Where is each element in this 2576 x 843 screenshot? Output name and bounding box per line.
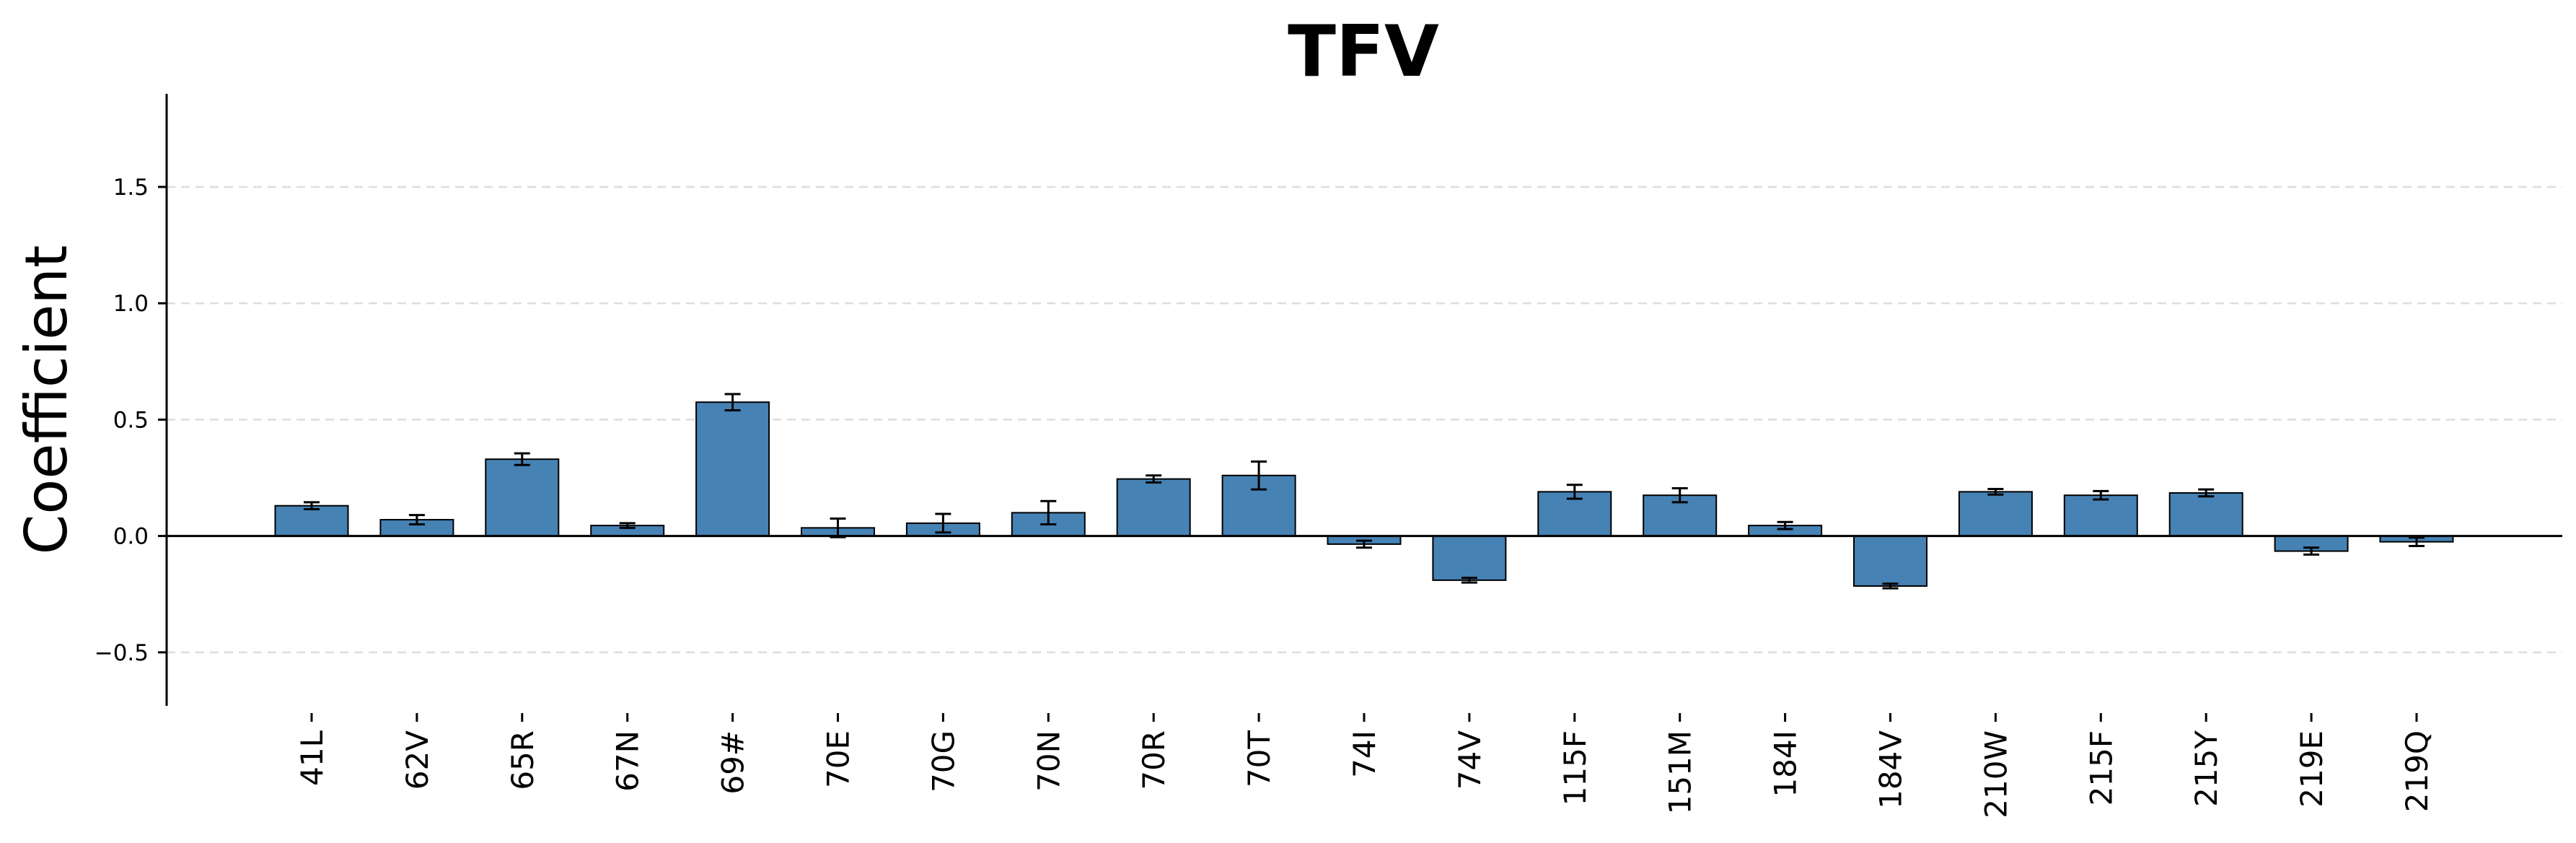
x-tick-label-74I: 74I xyxy=(1347,730,1382,778)
bars xyxy=(274,393,2454,590)
y-tick-label: 1.5 xyxy=(113,175,149,201)
y-tick-label: 1.0 xyxy=(113,291,149,317)
bar-41L xyxy=(274,505,349,537)
x-tick-label-151M: 151M xyxy=(1663,730,1698,814)
x-tick-label-70E: 70E xyxy=(821,730,856,788)
x-tick-label-219E: 219E xyxy=(2294,730,2329,808)
y-ticks: −0.5 0.0 0.5 1.0 1.5 xyxy=(94,175,167,666)
x-tick-label-70R: 70R xyxy=(1136,730,1171,790)
x-tick-label-215F: 215F xyxy=(2083,730,2119,805)
bar-70R xyxy=(1116,478,1191,537)
x-tick-label-219Q: 219Q xyxy=(2399,730,2435,812)
bar-65R xyxy=(485,458,560,537)
bar-215F xyxy=(2063,494,2138,537)
bar-184V xyxy=(1853,535,1927,587)
bar-210W xyxy=(1958,491,2033,537)
y-tick-label: −0.5 xyxy=(94,640,149,666)
bar-74V xyxy=(1432,535,1507,581)
y-axis-label: Coefficient xyxy=(13,245,80,555)
x-tick-label-115F: 115F xyxy=(1557,730,1593,805)
chart-title: TFV xyxy=(1288,11,1439,93)
x-ticks: 41L 62V 65R 67N 69# 70E 70G 70N 70R 70T 74I 74V 115F… xyxy=(294,713,2435,818)
x-tick-label-70N: 70N xyxy=(1031,730,1066,792)
x-tick-label-184V: 184V xyxy=(1873,730,1909,809)
x-tick-label-184I: 184I xyxy=(1768,730,1803,798)
x-tick-label-67N: 67N xyxy=(610,730,646,792)
x-tick-label-215Y: 215Y xyxy=(2189,730,2224,807)
x-tick-label-62V: 62V xyxy=(400,730,435,790)
x-tick-label-41L: 41L xyxy=(294,730,330,785)
x-tick-label-70G: 70G xyxy=(926,730,961,792)
y-tick-label: 0.0 xyxy=(113,524,149,550)
bar-69# xyxy=(695,401,770,537)
y-tick-label: 0.5 xyxy=(113,407,149,433)
x-tick-label-65R: 65R xyxy=(505,730,540,790)
x-tick-label-69#: 69# xyxy=(716,730,751,795)
x-tick-label-70T: 70T xyxy=(1241,730,1277,787)
grid-lines xyxy=(167,185,2562,654)
x-tick-label-210W: 210W xyxy=(1978,730,2013,818)
bar-215Y xyxy=(2168,492,2243,537)
x-tick-label-74V: 74V xyxy=(1452,730,1487,790)
bar-70T xyxy=(1221,474,1296,537)
axes xyxy=(165,94,2562,706)
